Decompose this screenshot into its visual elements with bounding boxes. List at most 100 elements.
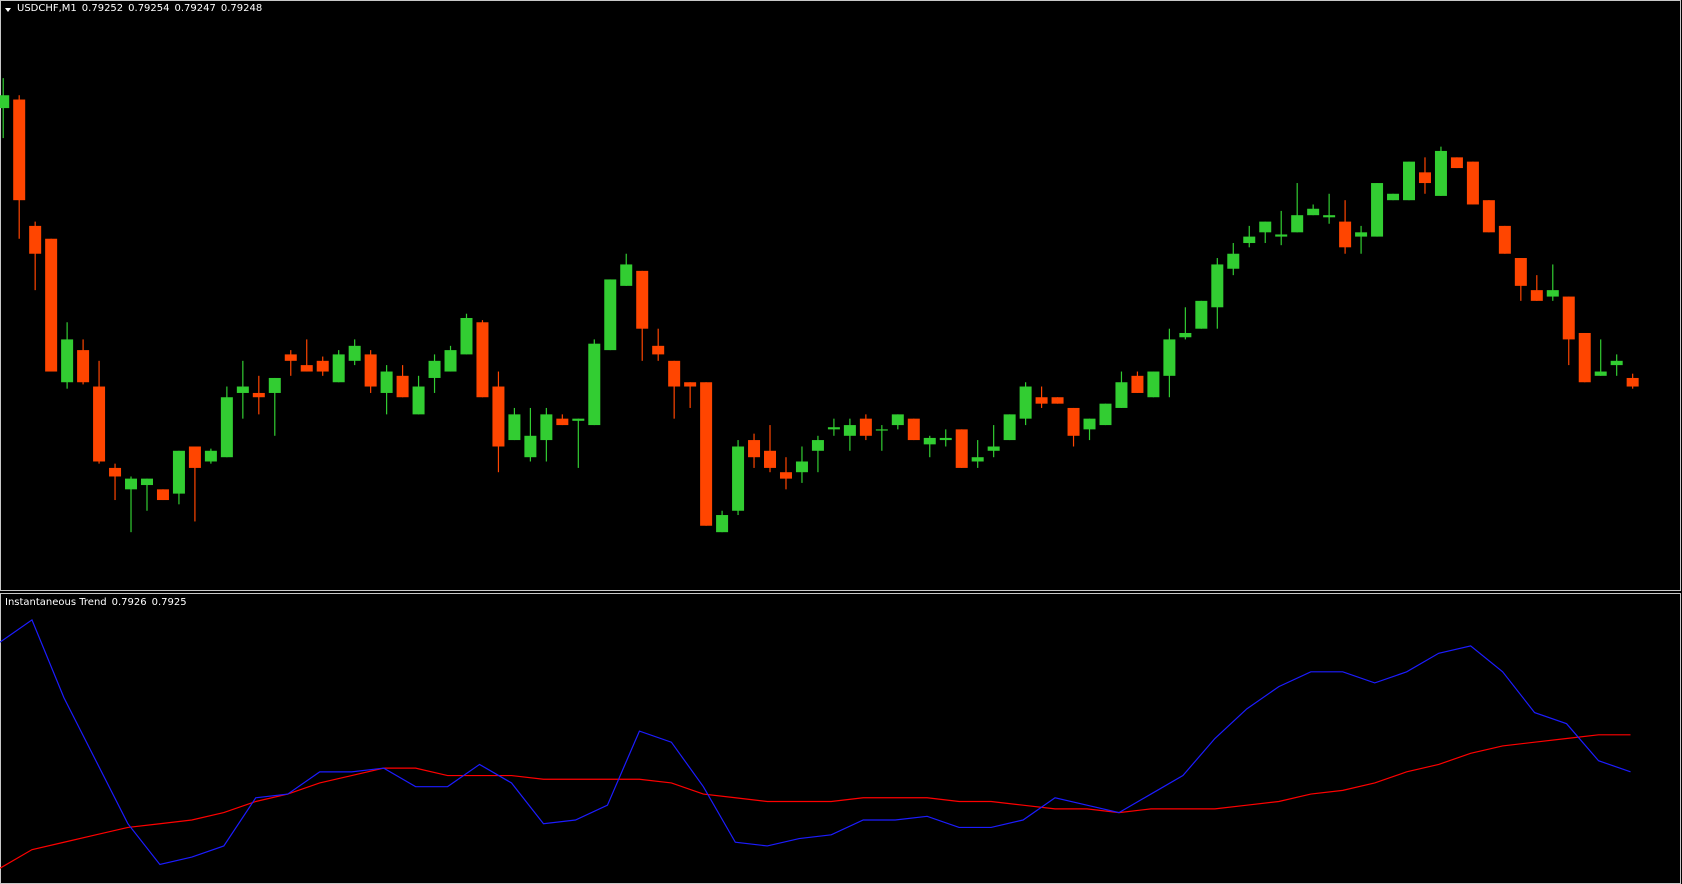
- candle-body: [939, 437, 952, 441]
- candle-body: [1466, 161, 1479, 205]
- symbol: USDCHF,M1: [17, 3, 77, 14]
- candle-body: [156, 489, 169, 501]
- candle-body: [508, 414, 521, 441]
- candle-body: [1307, 208, 1320, 216]
- candle-body: [1323, 215, 1336, 218]
- candle-body: [1434, 150, 1447, 196]
- candle-body: [827, 427, 840, 430]
- candle-body: [795, 461, 808, 473]
- candle-body: [1371, 183, 1384, 237]
- indicator-line: [0, 619, 1631, 866]
- candle-body: [284, 354, 297, 361]
- candle-body: [1179, 332, 1192, 338]
- chart-header: USDCHF,M1 0.79252 0.79254 0.79247 0.79248: [17, 3, 267, 15]
- candle-body: [1147, 371, 1160, 398]
- candle-body: [13, 99, 26, 201]
- candle-body: [0, 95, 10, 109]
- candle-body: [1275, 234, 1288, 237]
- candle-body: [955, 429, 968, 468]
- candle-body: [556, 418, 569, 426]
- candle-body: [875, 429, 888, 431]
- candle-body: [380, 371, 393, 393]
- candle-body: [77, 350, 90, 383]
- candle-body: [476, 322, 489, 398]
- candle-body: [1291, 215, 1304, 233]
- candle-body: [316, 360, 329, 372]
- candle-body: [540, 414, 553, 441]
- candle-body: [412, 386, 425, 415]
- candle-body: [524, 435, 537, 458]
- dropdown-icon[interactable]: [5, 8, 11, 12]
- candle-body: [1163, 339, 1176, 376]
- candle-body: [1035, 397, 1048, 404]
- last-low: 0.79247: [174, 3, 216, 14]
- candle-body: [29, 225, 42, 254]
- indicator-value: 0.7926: [111, 597, 147, 608]
- indicator-value: 0.7925: [151, 597, 187, 608]
- candle-body: [843, 425, 856, 436]
- candle-body: [364, 354, 377, 387]
- candle-body: [460, 317, 473, 355]
- candle-body: [1259, 221, 1272, 233]
- candle-body: [604, 279, 617, 351]
- candle-body: [907, 418, 920, 441]
- candle-body: [1355, 232, 1368, 237]
- last-close: 0.79248: [220, 3, 263, 14]
- candle-body: [1243, 236, 1256, 244]
- candle-body: [1498, 225, 1511, 254]
- candle-body: [923, 437, 936, 445]
- candle-body: [1083, 418, 1096, 430]
- candle-body: [348, 345, 361, 361]
- candle-body: [1546, 290, 1559, 297]
- candle-body: [987, 446, 1000, 451]
- candle-body: [1594, 371, 1607, 376]
- candle-body: [668, 360, 681, 387]
- candle-body: [61, 339, 74, 383]
- indicator-line: [0, 734, 1631, 869]
- last-high: 0.79254: [128, 3, 170, 14]
- candle-body: [859, 418, 872, 436]
- candle-body: [684, 382, 697, 387]
- candle-body: [652, 345, 665, 355]
- candle-body: [125, 478, 138, 490]
- candle-body: [1514, 258, 1527, 286]
- candle-body: [204, 450, 217, 462]
- candle-body: [396, 375, 409, 398]
- candle-body: [1067, 407, 1080, 436]
- candle-body: [1482, 200, 1495, 233]
- candle-body: [444, 350, 457, 372]
- candle-body: [779, 472, 792, 479]
- candle-body: [764, 450, 777, 468]
- indicator-name: Instantaneous Trend: [5, 597, 107, 608]
- candle-body: [700, 382, 713, 526]
- candle-body: [1418, 172, 1431, 184]
- candle-body: [1562, 296, 1575, 340]
- candle-body: [252, 392, 265, 398]
- last-open: 0.79252: [81, 3, 124, 14]
- candle-body: [236, 386, 249, 393]
- candle-body: [45, 238, 58, 372]
- candle-body: [1051, 397, 1064, 404]
- candle-body: [572, 418, 585, 421]
- candle-body: [1019, 386, 1032, 419]
- candle-body: [332, 354, 345, 383]
- candle-body: [811, 440, 824, 451]
- candle-body: [428, 360, 441, 378]
- candle-body: [268, 377, 281, 393]
- candle-body: [971, 457, 984, 462]
- candle-body: [1450, 157, 1463, 169]
- candle-body: [748, 440, 761, 458]
- candle-body: [1610, 360, 1623, 366]
- candle-body: [109, 467, 122, 477]
- candle-body: [636, 270, 649, 329]
- candle-body: [1195, 300, 1208, 329]
- candle-body: [588, 343, 601, 426]
- main-panel: [0, 0, 1681, 591]
- candle-body: [1003, 414, 1016, 441]
- candle-body: [220, 397, 233, 458]
- candle-body: [716, 515, 729, 533]
- candle-body: [1339, 221, 1352, 248]
- indicator-header: Instantaneous Trend 0.7926 0.7925: [5, 597, 192, 609]
- candle-body: [188, 446, 201, 468]
